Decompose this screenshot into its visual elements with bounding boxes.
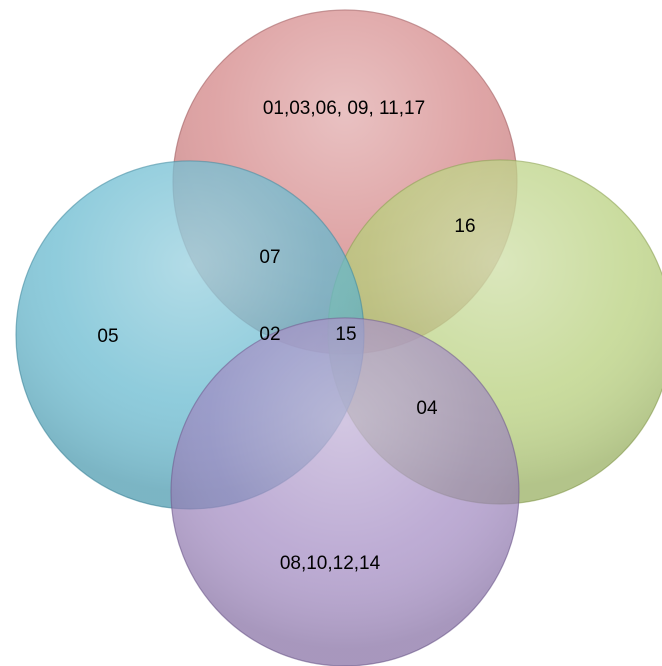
circle-bottom [170, 317, 520, 666]
label-top-only: 01,03,06, 09, 11,17 [263, 98, 425, 119]
label-center: 15 [335, 324, 356, 345]
label-left-only: 05 [97, 326, 118, 347]
label-top-right: 16 [454, 216, 475, 237]
label-top-left: 07 [259, 247, 280, 268]
label-center-left: 02 [259, 324, 280, 345]
label-right-bottom: 04 [416, 398, 438, 419]
label-bottom-only: 08,10,12,14 [280, 553, 381, 574]
